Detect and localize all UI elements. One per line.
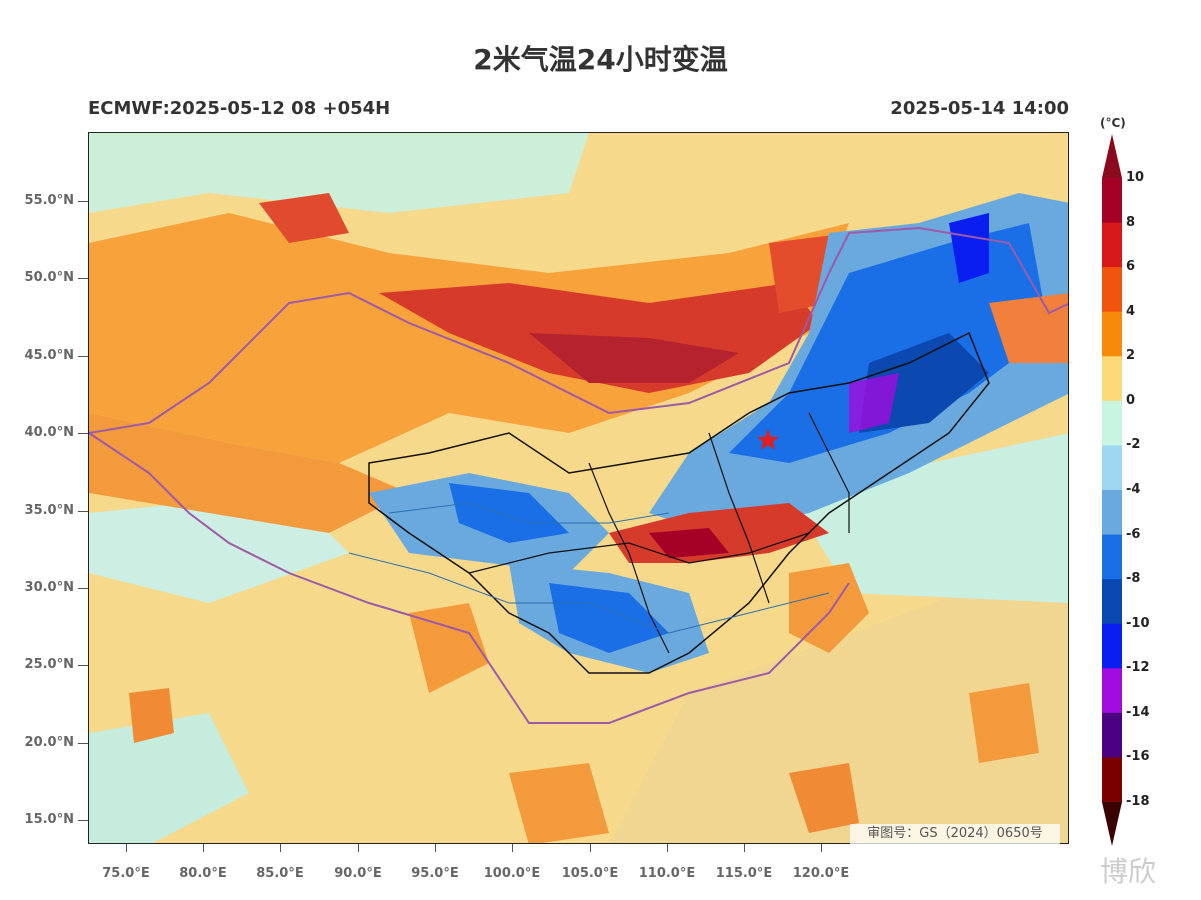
- lon-tick: [280, 844, 281, 852]
- valid-time-label: 2025-05-14 14:00: [890, 98, 1069, 119]
- lat-tick: [78, 588, 88, 589]
- lat-label: 35.0°N: [24, 503, 74, 518]
- colorbar-label: -14: [1126, 704, 1150, 720]
- map-shading: [89, 133, 1068, 843]
- colorbar-label: 4: [1126, 303, 1136, 319]
- colorbar-label: 2: [1126, 348, 1136, 364]
- lat-label: 20.0°N: [24, 735, 74, 750]
- lon-label: 90.0°E: [334, 866, 382, 881]
- lon-label: 80.0°E: [179, 866, 227, 881]
- lon-tick: [126, 844, 127, 852]
- colorbar-band: [1102, 623, 1122, 669]
- lat-tick: [78, 201, 88, 202]
- colorbar-label: 10: [1126, 170, 1145, 185]
- brand-watermark: 博欣: [1100, 855, 1157, 888]
- colorbar-top-arrow: [1102, 134, 1122, 178]
- colorbar-label: -2: [1126, 437, 1141, 453]
- colorbar-band: [1102, 668, 1122, 714]
- colorbar: [1102, 134, 1122, 846]
- lat-label: 25.0°N: [24, 657, 74, 672]
- lon-label: 75.0°E: [102, 866, 150, 881]
- colorbar-band: [1102, 267, 1122, 313]
- model-run-label: ECMWF:2025-05-12 08 +054H: [88, 98, 391, 119]
- colorbar-band: [1102, 311, 1122, 357]
- lat-tick: [78, 433, 88, 434]
- lat-tick: [78, 665, 88, 666]
- lon-label: 85.0°E: [256, 866, 304, 881]
- colorbar-band: [1102, 579, 1122, 625]
- lon-label: 105.0°E: [561, 866, 619, 881]
- colorbar-band: [1102, 490, 1122, 536]
- colorbar-label: -6: [1126, 526, 1141, 542]
- lat-tick: [78, 511, 88, 512]
- lat-tick: [78, 278, 88, 279]
- colorbar-band: [1102, 445, 1122, 491]
- colorbar-label: 8: [1126, 214, 1136, 230]
- colorbar-label: -8: [1126, 571, 1141, 587]
- temperature-change-map: [88, 132, 1069, 844]
- lat-tick: [78, 820, 88, 821]
- colorbar-band: [1102, 712, 1122, 758]
- colorbar-band: [1102, 222, 1122, 268]
- lat-tick: [78, 743, 88, 744]
- lon-label: 100.0°E: [483, 866, 541, 881]
- lat-label: 30.0°N: [24, 580, 74, 595]
- lon-tick: [590, 844, 591, 852]
- lat-label: 55.0°N: [24, 193, 74, 208]
- lat-label: 15.0°N: [24, 812, 74, 827]
- lon-label: 115.0°E: [715, 866, 773, 881]
- lat-label: 45.0°N: [24, 348, 74, 363]
- lat-label: 50.0°N: [24, 270, 74, 285]
- lon-label: 110.0°E: [638, 866, 696, 881]
- colorbar-label: -16: [1126, 749, 1150, 765]
- lon-tick: [667, 844, 668, 852]
- colorbar-label: 0: [1126, 392, 1136, 408]
- lon-tick: [744, 844, 745, 852]
- colorbar-label: -4: [1126, 482, 1141, 497]
- colorbar-label: -12: [1126, 660, 1150, 676]
- colorbar-unit: (°C): [1100, 116, 1126, 130]
- lon-label: 95.0°E: [411, 866, 459, 881]
- chart-title: 2米气温24小时变温: [473, 43, 728, 76]
- lon-tick: [821, 844, 822, 852]
- colorbar-label: -18: [1126, 794, 1150, 809]
- colorbar-band: [1102, 757, 1122, 803]
- colorbar-label: -10: [1126, 615, 1150, 631]
- colorbar-band: [1102, 400, 1122, 446]
- map-approval-number: 审图号：GS（2024）0650号: [850, 824, 1060, 844]
- lon-tick: [203, 844, 204, 852]
- colorbar-band: [1102, 356, 1122, 402]
- colorbar-band: [1102, 534, 1122, 580]
- lon-tick: [512, 844, 513, 852]
- lat-tick: [78, 356, 88, 357]
- lon-tick: [435, 844, 436, 852]
- lon-label: 120.0°E: [792, 866, 850, 881]
- lon-tick: [358, 844, 359, 852]
- beijing-star-icon: [757, 429, 779, 450]
- colorbar-label: 6: [1126, 259, 1136, 275]
- lat-label: 40.0°N: [24, 425, 74, 440]
- colorbar-bottom-arrow: [1102, 802, 1122, 846]
- colorbar-band: [1102, 178, 1122, 224]
